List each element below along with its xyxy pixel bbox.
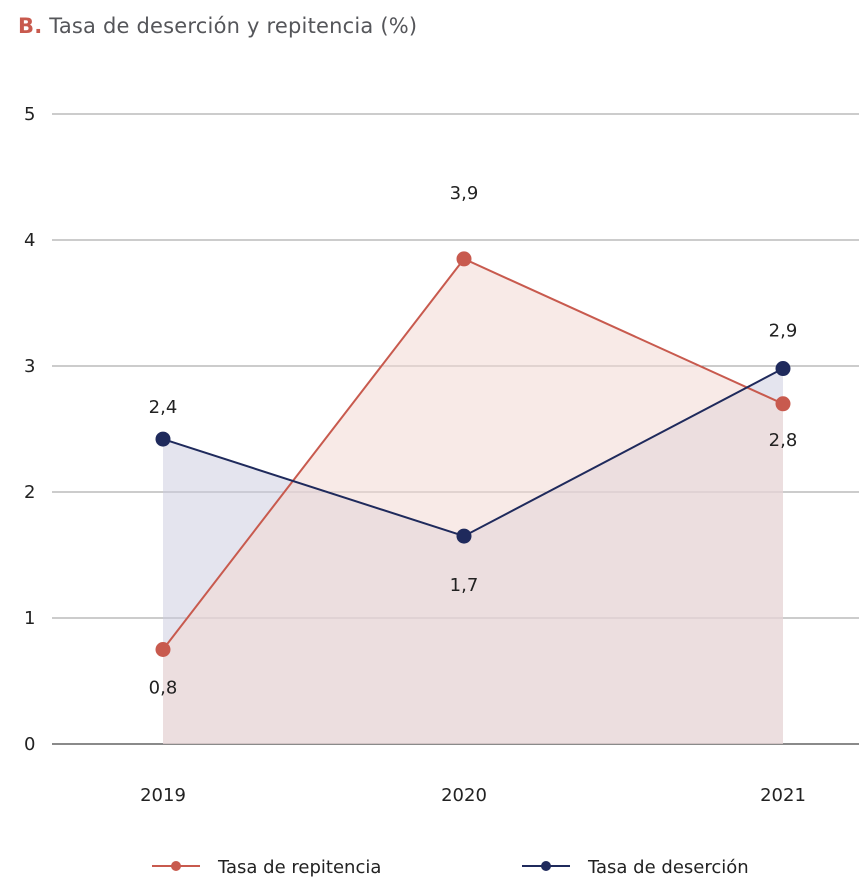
data-point <box>155 642 171 657</box>
data-point <box>775 361 791 377</box>
data-label: 2,9 <box>769 321 798 342</box>
chart-title-prefix: B. <box>18 14 43 38</box>
chart-title: B. Tasa de deserción y repitencia (%) <box>18 14 417 38</box>
y-tick-label: 3 <box>24 356 35 377</box>
y-tick-label: 1 <box>24 608 35 629</box>
data-label: 3,9 <box>450 183 479 204</box>
legend-marker-repitencia <box>171 861 181 871</box>
legend-label-desercion: Tasa de deserción <box>587 857 749 878</box>
data-label: 2,4 <box>149 397 178 418</box>
legend-marker-desercion <box>541 861 551 871</box>
data-label: 2,8 <box>769 430 798 451</box>
area-repitencia <box>163 258 783 744</box>
x-tick-label: 2020 <box>441 785 487 806</box>
data-point <box>456 528 472 544</box>
x-tick-label: 2021 <box>760 785 806 806</box>
data-point <box>155 431 171 447</box>
y-tick-label: 5 <box>24 104 35 125</box>
data-label: 1,7 <box>450 575 479 596</box>
legend-label-repitencia: Tasa de repitencia <box>217 857 381 878</box>
data-label: 0,8 <box>149 678 178 699</box>
x-tick-label: 2019 <box>140 785 186 806</box>
data-point <box>456 251 472 267</box>
y-tick-label: 4 <box>24 230 35 251</box>
y-tick-label: 2 <box>24 482 35 503</box>
data-point <box>775 396 791 412</box>
y-tick-label: 0 <box>24 734 35 755</box>
chart-title-text: Tasa de deserción y repitencia (%) <box>49 14 418 38</box>
